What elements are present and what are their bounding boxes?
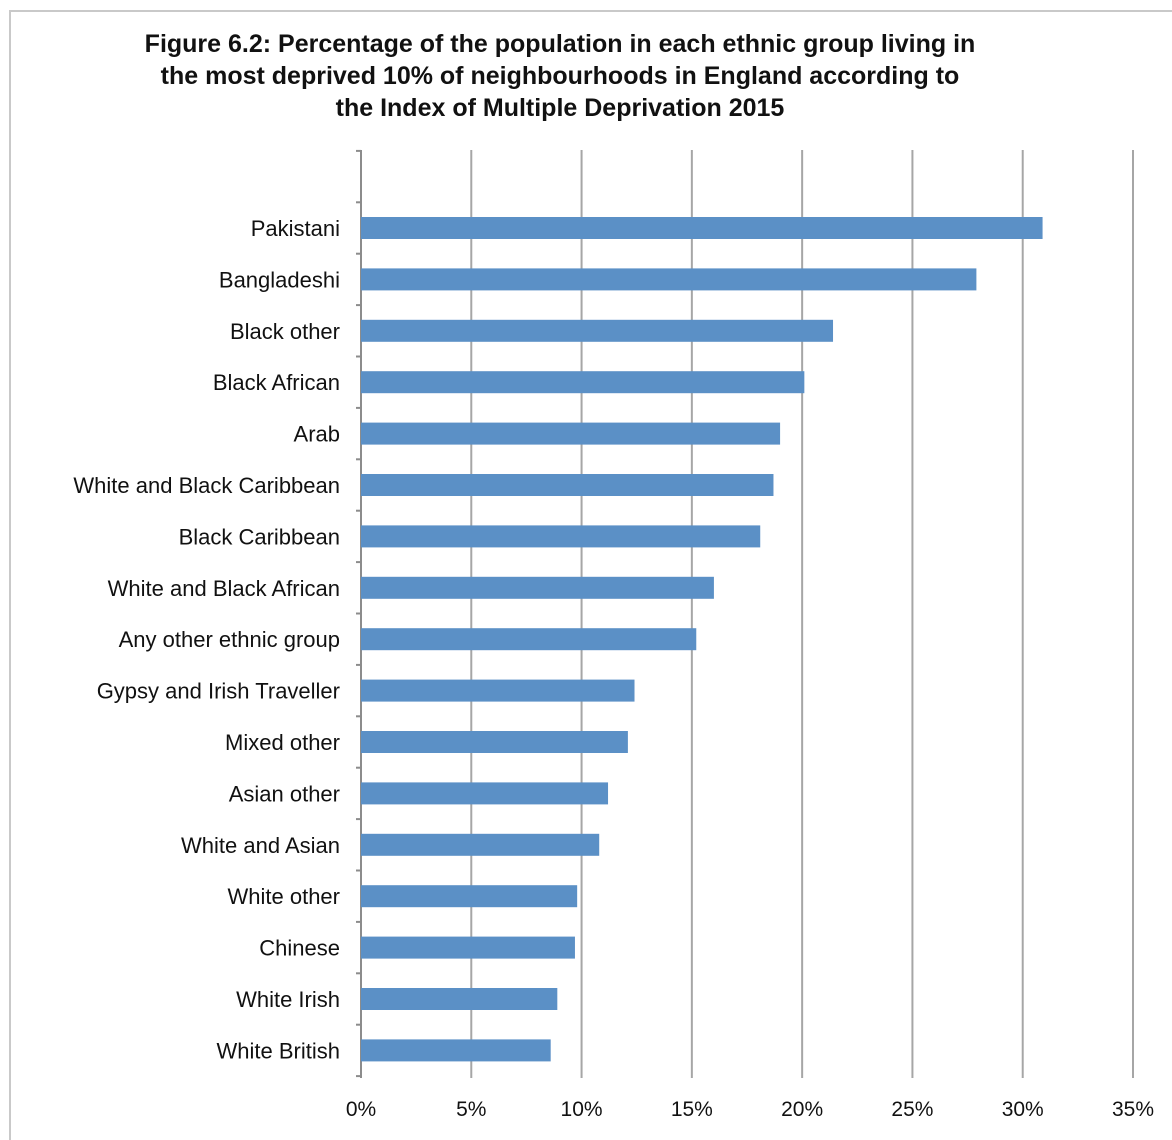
category-label: Pakistani xyxy=(251,216,340,241)
x-tick-labels: 0% 5% 10% 15% 20% 25% 30% 35% xyxy=(346,1098,1154,1121)
category-label: White British xyxy=(217,1038,340,1063)
bar-black-caribbean xyxy=(361,525,761,548)
bars xyxy=(361,217,1043,1062)
category-label: Black other xyxy=(230,319,340,344)
bar-black-other xyxy=(361,319,834,342)
y-axis xyxy=(356,149,362,1078)
category-label: Bangladeshi xyxy=(219,267,340,292)
category-label: White other xyxy=(228,884,341,909)
bar-mixed-other xyxy=(361,731,628,753)
figure-frame xyxy=(9,10,1172,1140)
bar-white-and-black-caribbean xyxy=(361,474,774,496)
bar-white-irish xyxy=(361,988,558,1010)
bar-white-and-black-african xyxy=(361,576,714,599)
bar-black-african xyxy=(361,371,805,394)
bar-white-and-asian xyxy=(361,833,600,856)
bar-bangladeshi xyxy=(361,268,977,291)
category-label: White Irish xyxy=(236,987,340,1012)
category-label: Asian other xyxy=(229,781,340,806)
category-label: Gypsy and Irish Traveller xyxy=(97,679,340,704)
category-label: White and Black African xyxy=(108,576,340,601)
x-tick-label: 10% xyxy=(561,1098,603,1121)
bar-any-other-ethnic-group xyxy=(361,628,697,651)
x-tick-label: 25% xyxy=(891,1098,933,1121)
bar-chinese xyxy=(361,936,575,959)
x-tick-label: 15% xyxy=(671,1098,713,1121)
category-label: Black Caribbean xyxy=(179,524,340,549)
category-label: Mixed other xyxy=(225,730,340,755)
bar-white-other xyxy=(361,885,578,908)
category-label: White and Black Caribbean xyxy=(73,473,340,498)
x-tick-label: 0% xyxy=(346,1098,376,1121)
chart-title-line-3: the Index of Multiple Deprivation 2015 xyxy=(335,94,785,122)
category-labels: Pakistani Bangladeshi Black other Black Afr… xyxy=(73,216,340,1063)
x-tick-label: 30% xyxy=(1002,1098,1044,1121)
x-tick-label: 35% xyxy=(1112,1098,1154,1121)
category-label: Chinese xyxy=(259,936,340,961)
chart-title: Figure 6.2: Percentage of the population… xyxy=(60,28,1060,124)
bar-pakistani xyxy=(361,217,1043,239)
bar-white-british xyxy=(361,1039,551,1062)
category-label: White and Asian xyxy=(181,833,340,858)
bar-arab xyxy=(361,422,781,445)
category-label: Black African xyxy=(213,370,340,395)
chart-title-line-2: the most deprived 10% of neighbourhoods … xyxy=(160,62,960,90)
x-tick-label: 20% xyxy=(781,1098,823,1121)
category-label: Arab xyxy=(294,422,340,447)
gridlines xyxy=(470,150,1134,1078)
chart-title-line-1: Figure 6.2: Percentage of the population… xyxy=(144,30,976,58)
bar-gypsy-and-irish-traveller xyxy=(361,679,635,702)
bar-asian-other xyxy=(361,782,609,805)
x-tick-label: 5% xyxy=(456,1098,486,1121)
category-label: Any other ethnic group xyxy=(119,627,340,652)
